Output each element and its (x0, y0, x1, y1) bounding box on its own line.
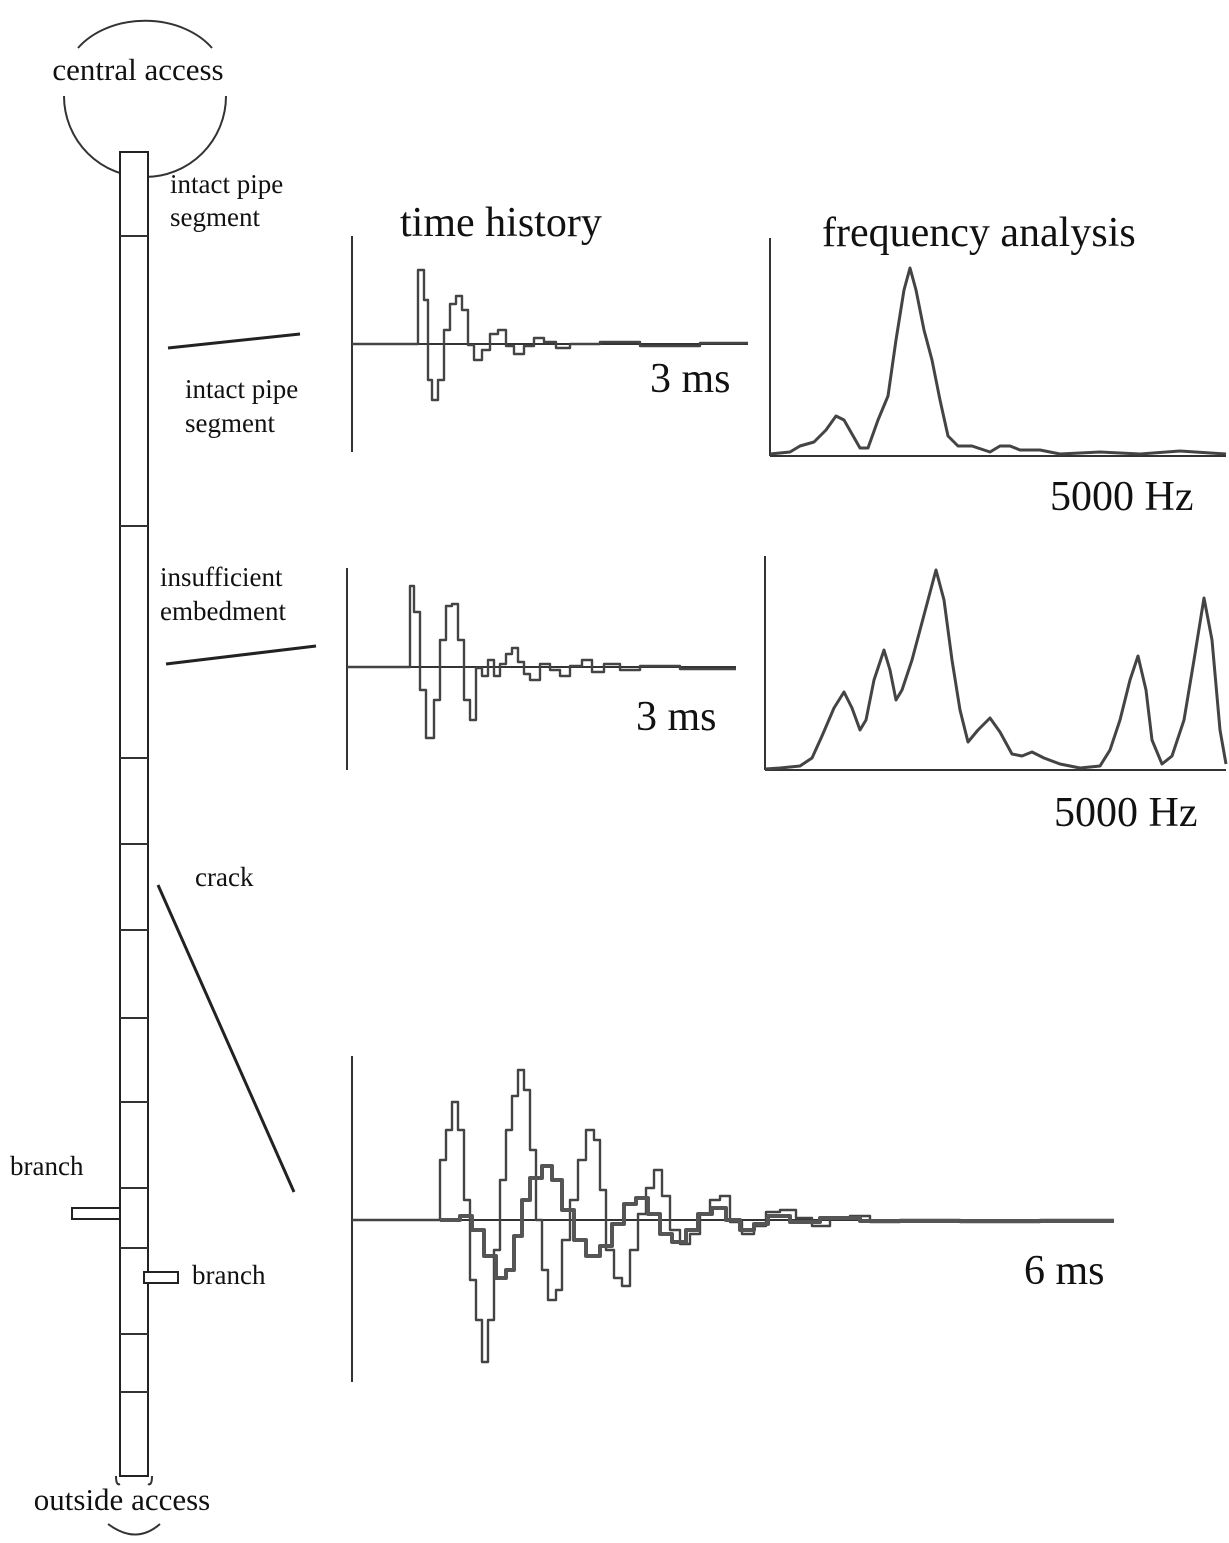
segment-label-crack: crack (195, 862, 254, 892)
time-chart-1: 3 ms (351, 236, 748, 452)
time-chart-3-end-label: 6 ms (1024, 1248, 1105, 1294)
time-chart-3-signal-thick (440, 1164, 1114, 1280)
segment-label-embedment: insufficient embedment (160, 562, 286, 626)
freq-chart-2: 5000 Hz (764, 556, 1228, 836)
time-chart-2: 3 ms (346, 568, 736, 770)
time-chart-1-end-label: 3 ms (650, 356, 731, 402)
outside-access-label: outside access (34, 1482, 210, 1517)
freq-chart-1-end-label: 5000 Hz (1050, 474, 1193, 520)
freq-chart-2-spectrum (764, 568, 1228, 771)
time-chart-1-signal (352, 268, 748, 402)
leader-intact (167, 332, 301, 350)
freq-chart-1: 5000 Hz (769, 238, 1227, 520)
time-chart-2-signal (347, 584, 736, 740)
outside-access-arc (107, 1523, 161, 1536)
leader-crack (156, 884, 296, 1193)
segment-label-intact-2: intact pipe segment (185, 374, 298, 438)
time-history-header: time history (400, 200, 602, 246)
frequency-analysis-header: frequency analysis (822, 210, 1136, 256)
branch-label-right: branch (192, 1260, 266, 1290)
freq-chart-1-spectrum (769, 266, 1227, 456)
time-chart-3-signal-thin (352, 1068, 1114, 1364)
branch-right (143, 1271, 179, 1284)
time-chart-2-end-label: 3 ms (636, 694, 717, 740)
pipe-end (115, 1475, 153, 1486)
branch-label-left: branch (10, 1151, 84, 1181)
central-access-arc (77, 19, 213, 49)
time-chart-3: 6 ms (351, 1056, 1114, 1382)
pipe-body (119, 151, 149, 1477)
freq-chart-2-end-label: 5000 Hz (1054, 790, 1197, 836)
pipe (107, 151, 161, 1536)
pipe-joints (120, 235, 148, 1393)
leader-embedment (165, 644, 317, 666)
branch-left (71, 1207, 121, 1220)
central-access-label: central access (52, 52, 223, 87)
segment-label-intact-1: intact pipe segment (170, 169, 283, 232)
